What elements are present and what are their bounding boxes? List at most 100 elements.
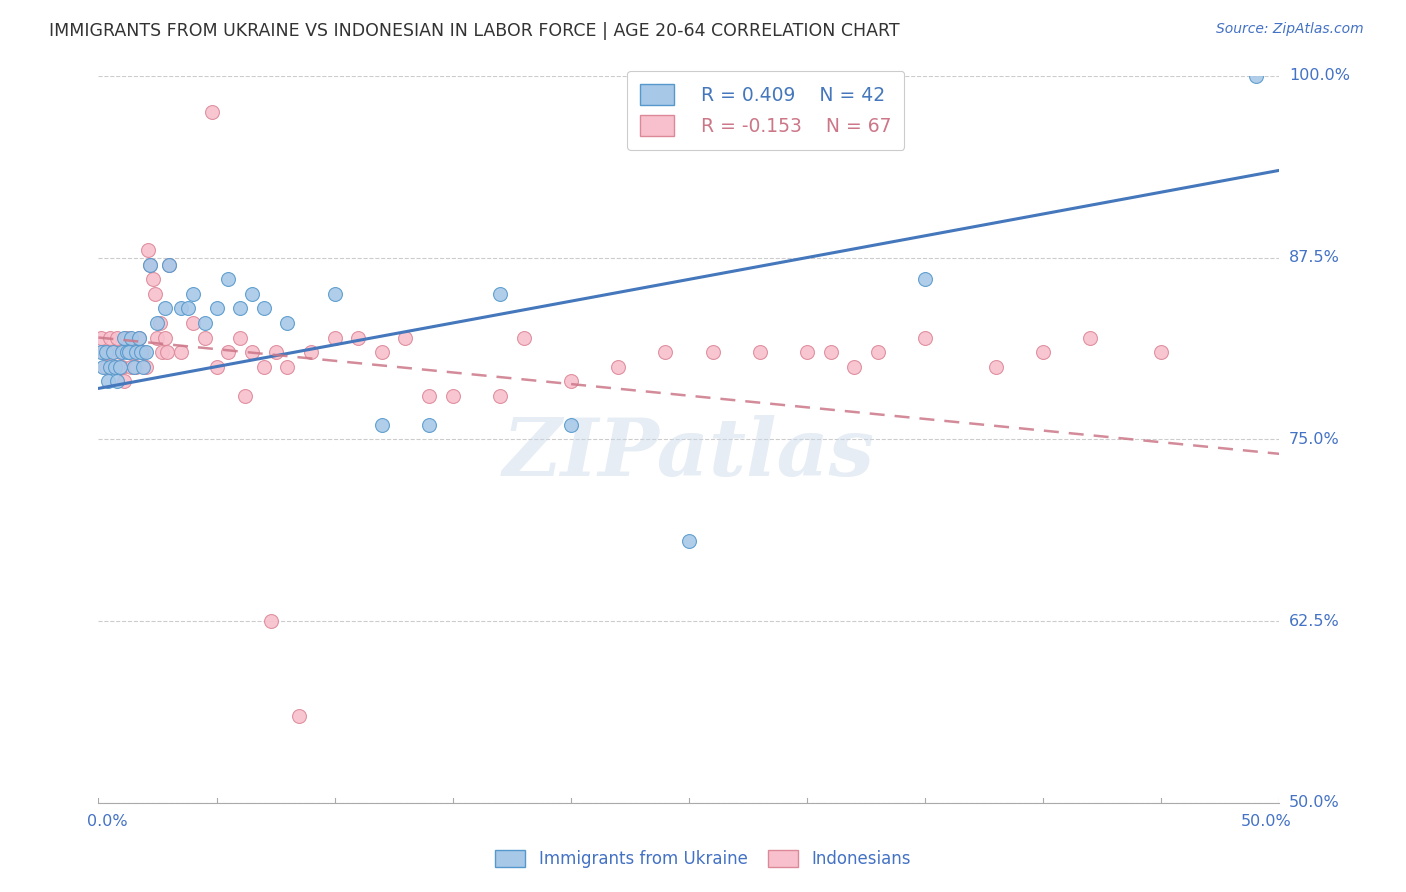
Text: 100.0%: 100.0% (1289, 69, 1350, 83)
Point (217, 345, 239, 359)
Point (240, 287, 263, 301)
Point (118, 345, 141, 359)
Point (135, 345, 157, 359)
Point (149, 316, 172, 330)
Point (201, 105, 224, 120)
Point (489, 389, 512, 403)
Point (104, 359, 127, 374)
Point (194, 330, 217, 344)
Point (512, 330, 534, 344)
Point (678, 534, 700, 549)
Point (122, 345, 145, 359)
Point (121, 359, 143, 374)
Point (111, 345, 134, 359)
Point (97, 345, 120, 359)
Point (820, 345, 842, 359)
Point (156, 345, 179, 359)
Point (177, 301, 200, 316)
Point (132, 359, 155, 374)
Point (1244, 69, 1267, 83)
Point (97, 374, 120, 388)
Point (90, 330, 112, 344)
Point (105, 374, 128, 388)
Point (748, 345, 770, 359)
Point (1150, 345, 1173, 359)
Point (1080, 330, 1102, 344)
Point (194, 316, 217, 330)
Point (111, 359, 134, 374)
Point (105, 330, 128, 344)
Point (253, 359, 276, 374)
Text: IMMIGRANTS FROM UKRAINE VS INDONESIAN IN LABOR FORCE | AGE 20-64 CORRELATION CHA: IMMIGRANTS FROM UKRAINE VS INDONESIAN IN… (49, 22, 900, 40)
Point (153, 301, 176, 316)
Point (323, 287, 346, 301)
Point (112, 374, 135, 388)
Point (153, 330, 176, 344)
Point (489, 287, 512, 301)
Point (94, 359, 117, 374)
Point (371, 345, 394, 359)
Point (866, 345, 889, 359)
Point (118, 345, 141, 359)
Point (108, 345, 131, 359)
Point (142, 272, 165, 286)
Point (205, 301, 228, 316)
Point (101, 345, 124, 359)
Point (104, 359, 127, 374)
Point (125, 345, 148, 359)
Point (139, 258, 162, 272)
Point (98, 359, 121, 374)
Point (98, 330, 121, 344)
Point (1032, 345, 1054, 359)
Text: Source: ZipAtlas.com: Source: ZipAtlas.com (1216, 22, 1364, 37)
Text: 0.0%: 0.0% (87, 814, 127, 830)
Point (229, 301, 252, 316)
Point (260, 614, 283, 628)
Point (607, 359, 630, 374)
Point (136, 244, 159, 258)
Point (796, 345, 818, 359)
Point (253, 301, 276, 316)
Point (135, 359, 157, 374)
Text: 50.0%: 50.0% (1289, 796, 1340, 810)
Text: 87.5%: 87.5% (1289, 250, 1340, 265)
Point (91, 359, 114, 374)
Point (181, 316, 204, 330)
Legend:   R = 0.409    N = 42,   R = -0.153    N = 67: R = 0.409 N = 42, R = -0.153 N = 67 (627, 70, 904, 150)
Point (170, 301, 193, 316)
Point (129, 345, 152, 359)
Point (371, 417, 394, 432)
Point (264, 345, 287, 359)
Legend: Immigrants from Ukraine, Indonesians: Immigrants from Ukraine, Indonesians (489, 843, 917, 875)
Point (128, 330, 150, 344)
Point (170, 345, 193, 359)
Point (654, 345, 676, 359)
Point (560, 417, 582, 432)
Point (229, 330, 252, 344)
Point (112, 330, 135, 344)
Point (702, 345, 724, 359)
Point (128, 330, 150, 344)
Point (91, 345, 114, 359)
Point (984, 359, 1007, 374)
Point (115, 330, 138, 344)
Text: 62.5%: 62.5% (1289, 614, 1340, 629)
Point (115, 345, 138, 359)
Point (150, 345, 173, 359)
Point (122, 359, 145, 374)
Text: ZIPatlas: ZIPatlas (503, 415, 875, 492)
Point (121, 330, 143, 344)
Point (347, 330, 370, 344)
Point (288, 708, 311, 723)
Point (441, 389, 464, 403)
Point (157, 258, 180, 272)
Point (418, 417, 440, 432)
Point (233, 389, 256, 403)
Point (560, 374, 582, 388)
Point (143, 287, 166, 301)
Point (90, 345, 112, 359)
Point (276, 359, 298, 374)
Point (240, 345, 263, 359)
Point (844, 359, 866, 374)
Point (146, 316, 169, 330)
